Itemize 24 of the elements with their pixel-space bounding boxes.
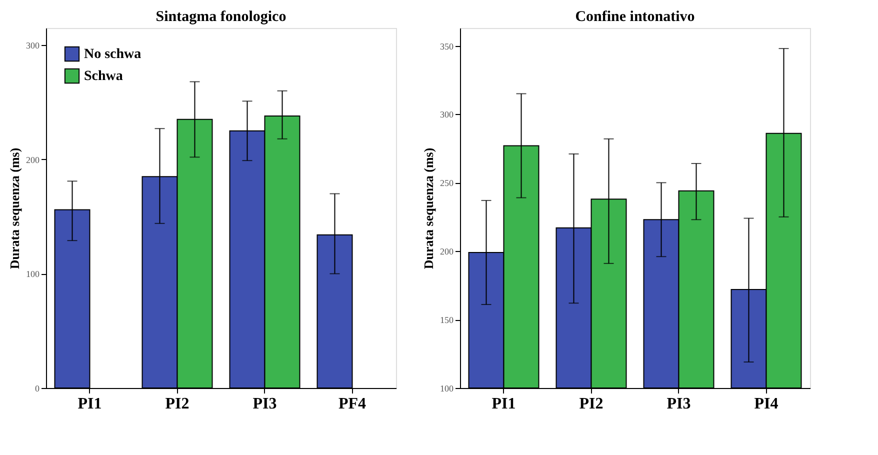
y-tick-label: 250 — [440, 178, 454, 188]
y-tick-label: 100 — [440, 384, 454, 394]
y-tick-label: 100 — [26, 269, 40, 280]
y-tick-label: 200 — [440, 246, 454, 257]
legend-label: No schwa — [84, 47, 142, 62]
chart-title: Sintagma fonologico — [156, 9, 286, 25]
x-tick-label: PI2 — [165, 396, 190, 412]
y-axis-title: Durata sequenza (ms) — [7, 148, 22, 270]
x-tick-label: PI2 — [579, 396, 604, 412]
y-tick-label: 350 — [440, 41, 454, 52]
y-tick-label: 300 — [440, 110, 454, 120]
y-tick-label: 150 — [440, 315, 454, 326]
y-tick-label: 200 — [26, 154, 40, 165]
y-tick-label: 300 — [26, 40, 40, 51]
x-tick-label: PF4 — [338, 396, 366, 412]
chart-title: Confine intonativo — [575, 9, 695, 25]
legend-label: Schwa — [84, 69, 123, 84]
x-tick-label: PI1 — [492, 396, 516, 412]
y-axis-title: Durata sequenza (ms) — [421, 148, 436, 270]
x-tick-label: PI4 — [754, 396, 778, 412]
x-tick-label: PI3 — [666, 396, 691, 412]
x-tick-label: PI1 — [78, 396, 102, 412]
x-tick-label: PI3 — [252, 396, 277, 412]
y-tick-label: 0 — [35, 384, 40, 394]
